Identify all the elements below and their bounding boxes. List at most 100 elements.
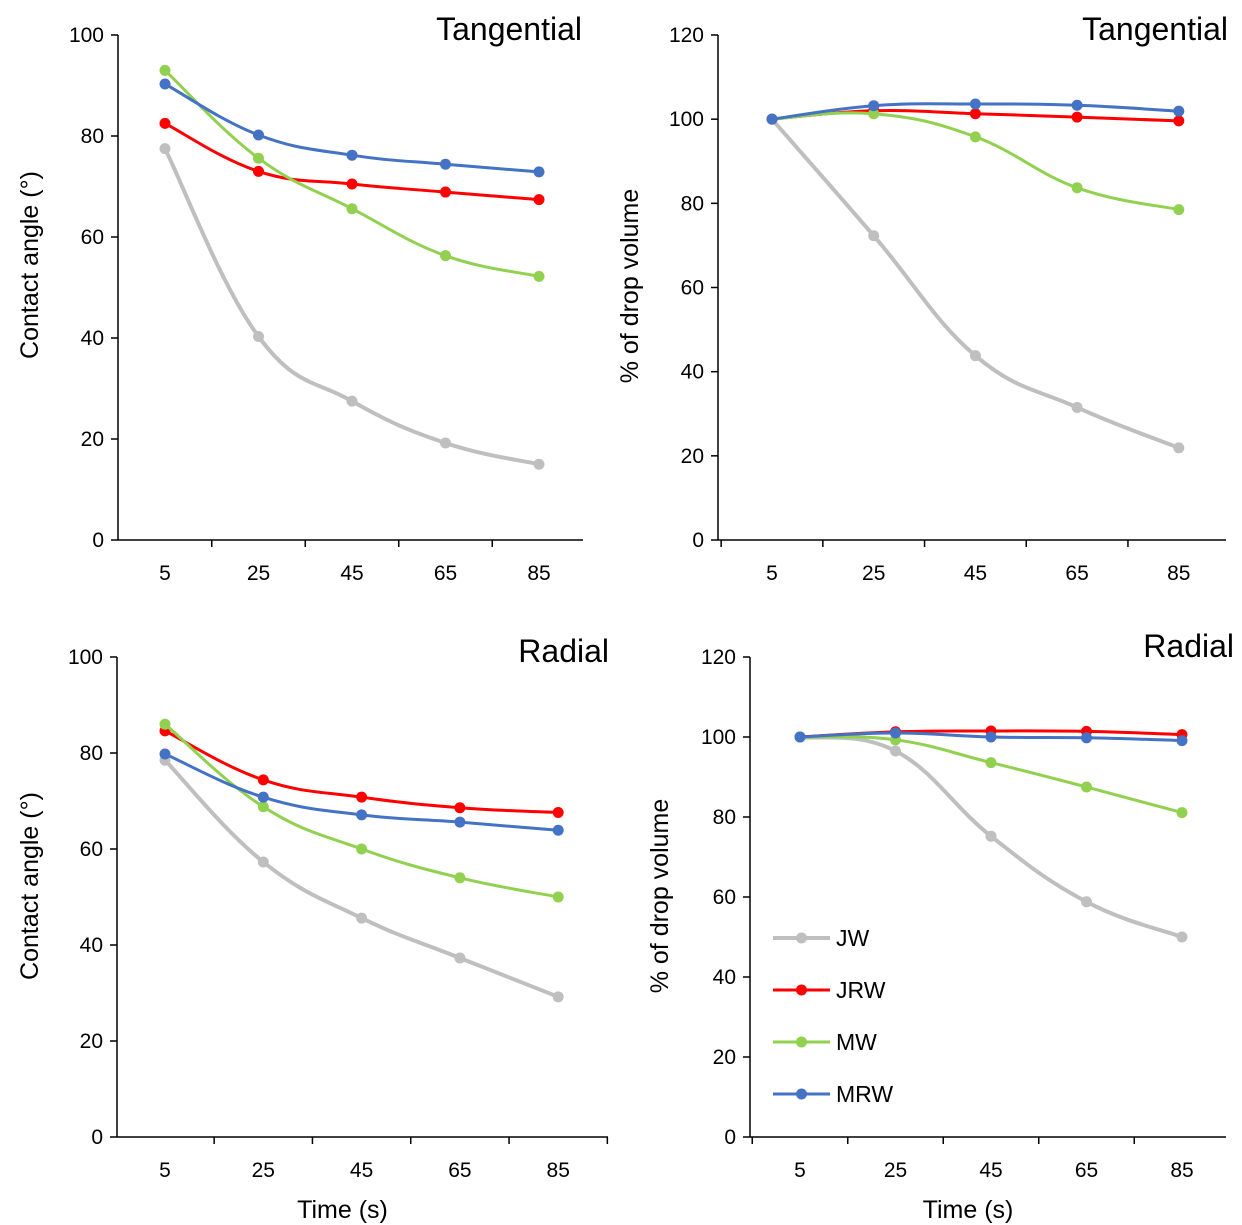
data-point-jrw [1173,115,1185,127]
data-point-mw [356,843,368,855]
x-tick-label: 45 [964,562,987,585]
y-tick-label: 0 [692,529,704,552]
data-point-jw [533,458,545,470]
data-point-mw [257,801,269,813]
x-tick-label: 25 [884,1159,907,1182]
data-point-mw [1071,182,1083,194]
x-tick-label: 45 [340,562,363,585]
data-point-jw [985,830,997,842]
chart-panel-2: 0 20 40 60 80 100 120 5 25 45 65 85 Tangential % of d… [616,11,1228,585]
data-point-mw [159,718,171,730]
data-point-jw [257,856,269,868]
data-point-jw [356,912,368,924]
data-point-mrw [440,158,451,170]
data-point-mw [969,131,981,143]
data-point-jrw [257,774,269,786]
data-point-jw [454,952,466,964]
legend-label: MW [836,1029,877,1055]
x-tick-label: 45 [979,1159,1002,1182]
data-point-jw [552,991,564,1003]
data-point-mrw [985,731,997,743]
data-point-jrw [253,165,264,177]
data-point-mrw [766,113,778,125]
y-axis-label: % of drop volume [646,799,674,994]
x-tick-label: 45 [350,1159,373,1182]
y-tick-label: 40 [81,327,104,350]
data-point-mrw [356,809,368,821]
data-point-jw [868,230,880,242]
data-point-mw [868,108,880,120]
x-tick-label: 25 [862,562,885,585]
data-point-mrw [159,78,171,90]
y-tick-label: 120 [701,646,736,669]
y-tick-label: 60 [713,886,736,909]
data-point-jrw [356,791,368,803]
y-tick-label: 20 [81,428,104,451]
data-point-mrw [1071,99,1083,111]
legend-marker-jw [796,932,807,944]
y-tick-label: 0 [724,1126,736,1149]
data-point-jrw [440,186,451,198]
data-point-mrw [1081,732,1092,744]
y-tick-label: 80 [713,806,736,829]
legend-label: JRW [836,977,886,1003]
x-tick-label: 5 [159,1159,171,1182]
data-point-jw [1176,931,1188,943]
panel-title: Tangential [436,11,582,47]
y-tick-label: 60 [81,226,104,249]
data-point-jw [159,143,171,155]
y-tick-label: 20 [713,1046,736,1069]
panel-title: Tangential [1082,11,1228,47]
x-tick-label: 25 [252,1159,275,1182]
data-point-jw [890,745,901,757]
legend-marker-mw [796,1036,807,1048]
x-axis-label: Time (s) [297,1196,388,1224]
data-point-mw [346,203,358,215]
x-tick-label: 5 [766,562,778,585]
y-tick-label: 40 [681,361,704,384]
legend-marker-mrw [796,1088,807,1100]
legend-marker-jrw [796,984,807,996]
data-point-mrw [253,129,264,141]
data-point-jrw [533,194,545,206]
x-axis-label: Time (s) [923,1196,1014,1224]
legend: JW JRW MW MRW [773,925,893,1107]
data-point-mrw [454,816,466,828]
data-point-mw [454,872,466,884]
data-point-jw [1071,401,1083,413]
y-axis-label: % of drop volume [616,189,644,384]
x-tick-label: 65 [448,1159,471,1182]
legend-label: MRW [836,1081,893,1107]
data-point-mw [533,270,545,282]
y-tick-label: 0 [92,529,104,552]
data-point-mrw [969,98,981,110]
data-point-jw [1173,442,1185,454]
y-tick-label: 0 [91,1126,103,1149]
y-tick-label: 80 [80,742,103,765]
data-point-mrw [346,149,358,161]
data-point-mw [253,152,264,164]
data-point-mw [159,64,171,76]
data-point-mrw [890,727,901,739]
data-point-mw [552,891,564,903]
data-point-jw [969,350,981,362]
data-point-mrw [794,731,806,743]
data-point-jrw [454,802,466,814]
data-point-mrw [1173,105,1185,117]
data-point-mw [1081,781,1092,793]
panel-title: Radial [518,633,609,669]
x-tick-label: 85 [1170,1159,1193,1182]
data-point-jrw [1071,111,1083,123]
y-tick-label: 100 [68,646,103,669]
x-tick-label: 65 [1075,1159,1098,1182]
panel-title: Radial [1143,628,1234,664]
y-tick-label: 100 [669,108,704,131]
x-tick-label: 5 [794,1159,806,1182]
data-point-jw [440,437,451,449]
y-axis-label: Contact angle (°) [16,171,44,359]
data-point-jrw [159,117,171,129]
data-point-jrw [552,807,564,819]
series-line-mw [163,68,541,278]
data-point-mrw [533,166,545,178]
